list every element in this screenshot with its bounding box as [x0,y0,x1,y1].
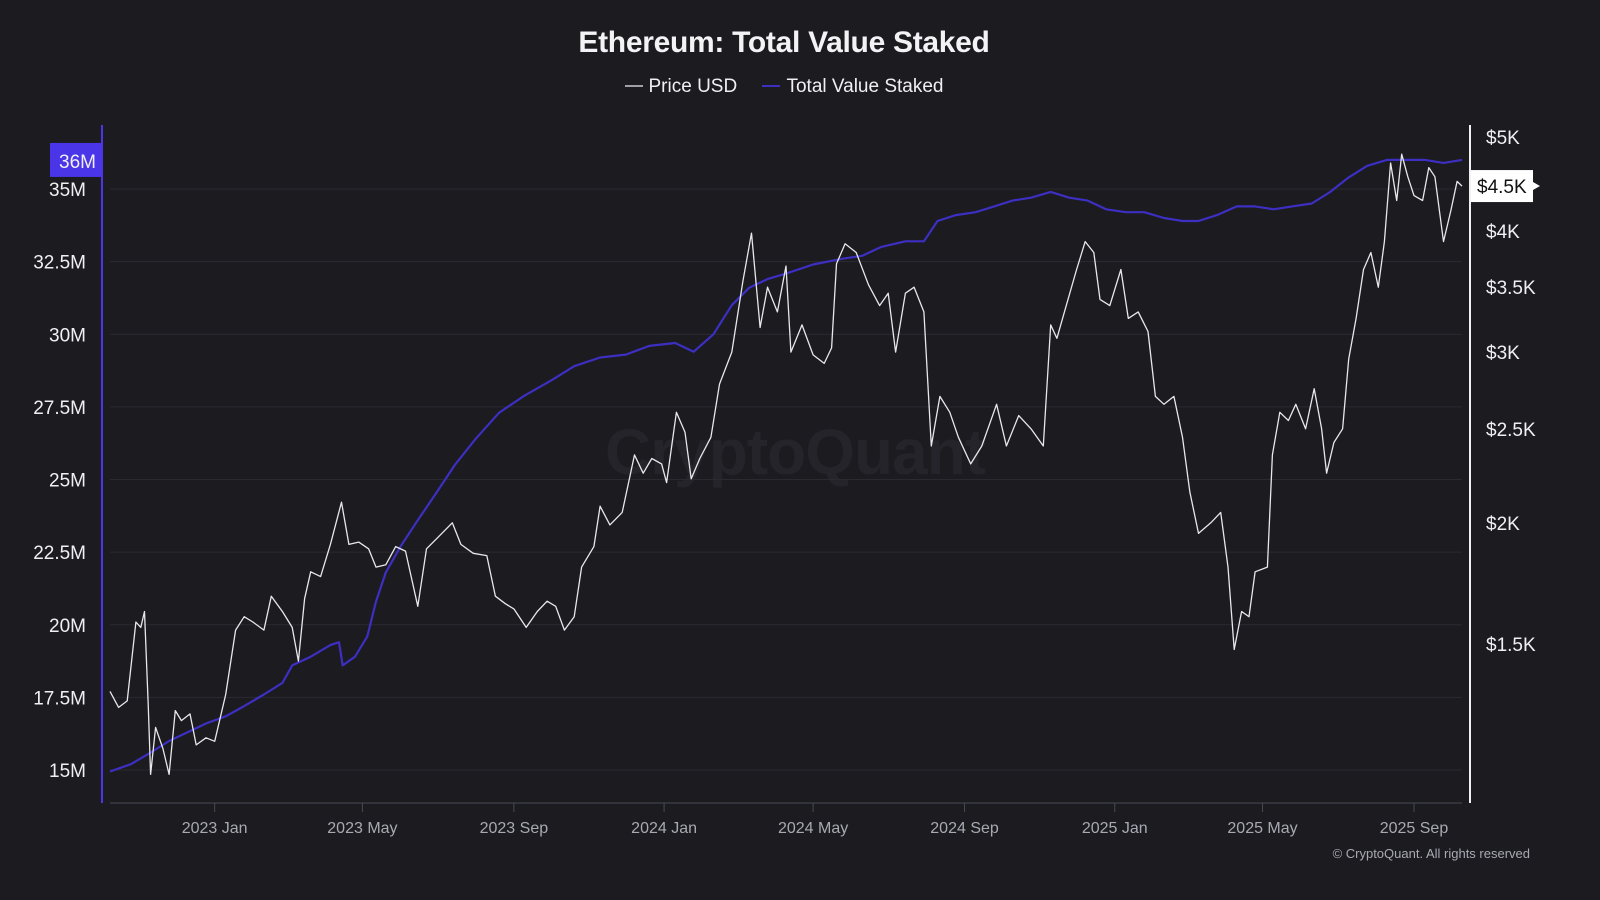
left-tick-label: 27.5M [33,398,86,419]
right-current-value-badge [1471,170,1533,203]
left-tick-label: 35M [49,180,86,201]
left-tick-label: 22.5M [33,543,86,564]
legend-label-staked: Total Value Staked [786,76,944,97]
x-tick-label: 2023 Sep [480,820,549,837]
series-group [109,153,1463,776]
left-current-value-label: 36M [59,152,96,173]
left-axis: 15M 17.5M 20M 22.5M 25M 27.5M 30M 32.5M 35M [33,125,103,803]
legend-item-staked[interactable]: Total Value Staked [762,76,944,98]
watermark: CryptoQuant [605,416,986,488]
right-tick-label: $5K [1486,128,1520,149]
left-current-value-badge [50,142,101,177]
left-tick-label: 25M [49,471,86,492]
right-tick-label: $2K [1486,514,1520,535]
left-tick-label: 20M [49,616,86,637]
staked-series-line [109,158,1463,773]
right-tick-label: $1.5K [1486,635,1536,656]
left-tick-label: 32.5M [33,253,86,274]
left-tick-label: 30M [49,325,86,346]
right-tick-label: $3K [1486,343,1520,364]
legend-swatch-price [624,84,643,87]
legend-swatch-staked [762,84,781,87]
right-tick-label: $4K [1486,222,1520,243]
x-tick-label: 2023 May [327,820,397,837]
legend: Price USD Total Value Staked [0,76,1568,98]
right-badge-pointer [1533,182,1540,191]
x-axis: 2023 Jan 2023 May 2023 Sep 2024 Jan 2024 May… [110,802,1462,837]
legend-item-price[interactable]: Price USD [624,76,738,98]
right-tick-label: $3.5K [1486,278,1536,299]
right-axis: $1.5K $2K $2.5K $3K $3.5K $4K $5K [1469,125,1536,803]
x-tick-label: 2024 Jan [631,820,697,837]
x-tick-label: 2025 Sep [1380,820,1449,837]
axis-highlights: 36M $4.5K [50,142,1540,203]
grid-lines [110,188,1462,771]
x-tick-label: 2023 Jan [182,820,248,837]
legend-label-price: Price USD [648,76,738,97]
x-tick-label: 2024 May [778,820,848,837]
copyright-text: © CryptoQuant. All rights reserved [1332,846,1530,861]
left-tick-label: 15M [49,761,86,782]
right-tick-label: $2.5K [1486,420,1536,441]
x-tick-label: 2025 May [1227,820,1297,837]
left-tick-label: 17.5M [33,688,86,709]
x-tick-label: 2025 Jan [1082,820,1148,837]
chart-title: Ethereum: Total Value Staked [578,26,990,59]
price-series-line [109,153,1463,776]
right-current-value-label: $4.5K [1477,177,1527,198]
x-tick-label: 2024 Sep [930,820,999,837]
